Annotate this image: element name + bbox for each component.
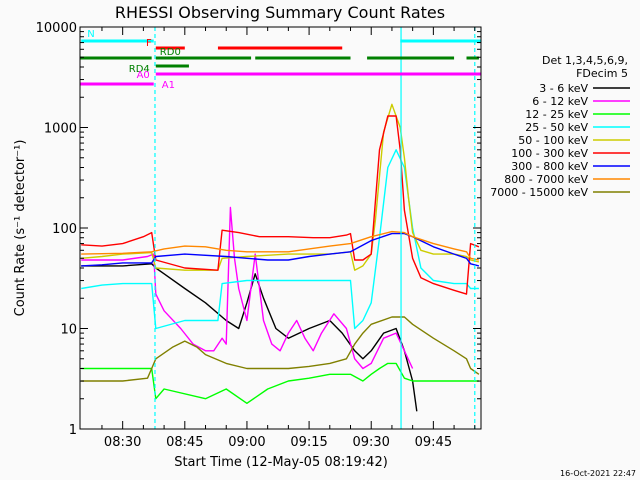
- legend-label-6: 100 - 300 keV: [511, 147, 588, 160]
- x-tick-label: 08:30: [104, 435, 141, 450]
- flag-label-rd0: RD0: [160, 47, 181, 58]
- series-line-1: [81, 263, 418, 412]
- legend-label-7: 300 - 800 keV: [511, 160, 588, 173]
- series-line-3: [81, 362, 479, 404]
- flag-label-a1: A1: [162, 80, 175, 91]
- legend-label-8: 800 - 7000 keV: [504, 173, 588, 186]
- legend-label-3: 12 - 25 keV: [525, 108, 588, 121]
- vertical-markers: [154, 27, 476, 429]
- x-tick-label: 09:15: [290, 435, 327, 450]
- series-line-9: [81, 316, 480, 382]
- legend-header-line-2: FDecim 5: [576, 67, 628, 80]
- series-line-8: [81, 230, 480, 261]
- legend-label-9: 7000 - 15000 keV: [490, 186, 588, 199]
- y-tick-label: 10: [60, 323, 77, 338]
- series-line-6: [81, 115, 480, 295]
- series-layer: [81, 103, 480, 412]
- y-tick-label: 1: [69, 423, 77, 438]
- y-tick-label: 100: [52, 222, 77, 237]
- x-tick-label: 09:45: [415, 435, 452, 450]
- axis-ticks: 1 10 100 1000 10000 08:30 08:45 09:00 09:15 09:30…: [36, 21, 481, 450]
- x-tick-label: 09:30: [352, 435, 389, 450]
- series-line-5: [81, 103, 480, 271]
- footer-timestamp: 16-Oct-2021 22:47: [560, 469, 636, 478]
- series-line-7: [81, 232, 480, 267]
- flag-label-a0: A0: [137, 70, 150, 81]
- legend-label-4: 25 - 50 keV: [525, 121, 588, 134]
- series-line-4: [81, 149, 479, 330]
- chart-title: RHESSI Observing Summary Count Rates: [115, 3, 445, 22]
- legend-label-5: 50 - 100 keV: [518, 134, 588, 147]
- x-tick-label: 08:45: [166, 435, 203, 450]
- series-line-2: [81, 206, 414, 370]
- legend-label-2: 6 - 12 keV: [532, 95, 588, 108]
- flag-label-n: N: [87, 29, 94, 40]
- x-tick-label: 09:00: [228, 435, 265, 450]
- legend-label-1: 3 - 6 keV: [539, 82, 588, 95]
- y-axis-label: Count Rate (s⁻¹ detector⁻¹): [13, 140, 28, 317]
- legend-header-line-1: Det 1,3,4,5,6,9,: [542, 54, 628, 67]
- flag-label-f: F: [146, 38, 152, 49]
- y-tick-label: 1000: [44, 122, 77, 137]
- x-axis-label: Start Time (12-May-05 08:19:42): [174, 455, 388, 470]
- y-tick-label: 10000: [36, 21, 77, 36]
- flag-label-rd4: RD4: [129, 64, 150, 75]
